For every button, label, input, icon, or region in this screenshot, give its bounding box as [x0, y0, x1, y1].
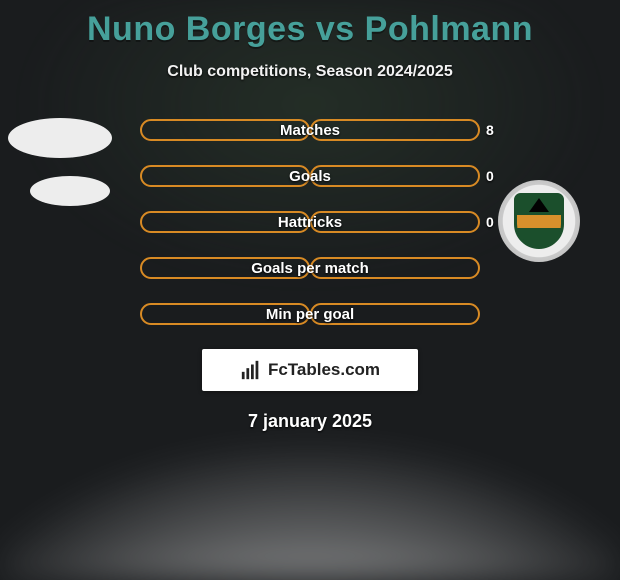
stat-bar-right	[310, 165, 480, 187]
watermark-text: FcTables.com	[268, 360, 380, 380]
infographic-date: 7 january 2025	[0, 411, 620, 432]
stat-bar-left	[140, 257, 310, 279]
stat-bar-left	[140, 211, 310, 233]
stat-row: Matches8	[140, 119, 480, 141]
stat-row: Min per goal	[140, 303, 480, 325]
chart-icon	[240, 359, 262, 381]
stat-bar-left	[140, 119, 310, 141]
stat-value-right: 0	[486, 165, 506, 187]
stat-bar-left	[140, 303, 310, 325]
stat-bar-right	[310, 257, 480, 279]
comparison-title: Nuno Borges vs Pohlmann	[0, 0, 620, 49]
stat-row: Goals per match	[140, 257, 480, 279]
shield-icon	[514, 193, 564, 249]
stat-row: Hattricks0	[140, 211, 480, 233]
stat-value-right: 8	[486, 119, 506, 141]
stat-bar-left	[140, 165, 310, 187]
player-crest-left-2	[30, 176, 110, 206]
stat-value-right: 0	[486, 211, 506, 233]
player-crest-right	[498, 180, 580, 262]
watermark[interactable]: FcTables.com	[202, 349, 418, 391]
stat-row: Goals0	[140, 165, 480, 187]
stat-bar-right	[310, 211, 480, 233]
comparison-subtitle: Club competitions, Season 2024/2025	[0, 63, 620, 81]
stat-bar-right	[310, 119, 480, 141]
player-crest-left-1	[8, 118, 112, 158]
stat-bar-right	[310, 303, 480, 325]
